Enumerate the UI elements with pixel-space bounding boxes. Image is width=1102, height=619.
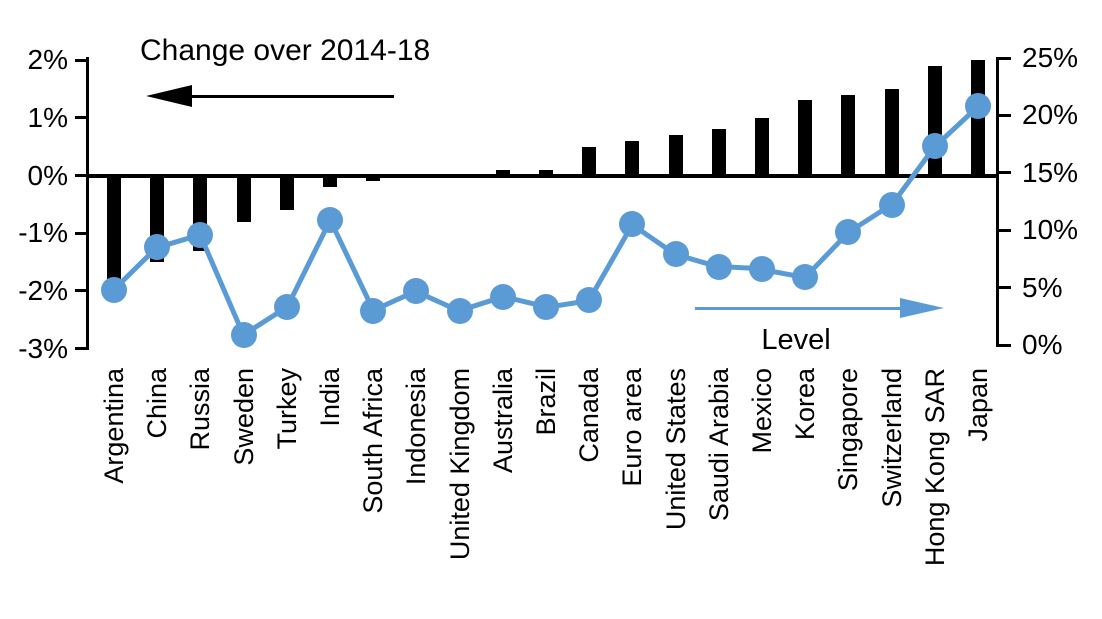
right-axis-tick-label: 5%: [1022, 271, 1063, 303]
bar-korea: [798, 100, 813, 176]
left-axis-line: [86, 57, 89, 350]
right-arrow-icon: [695, 307, 905, 310]
right-axis-tick-label: 15%: [1022, 156, 1079, 188]
x-label-canada: Canada: [574, 368, 605, 463]
x-label-mexico: Mexico: [747, 368, 777, 454]
dot-switzerland: [878, 191, 905, 218]
bar-mexico: [755, 117, 769, 176]
left-axis-tick-label: -3%: [18, 332, 68, 364]
x-label-sweden: Sweden: [228, 368, 259, 466]
dot-australia: [489, 283, 516, 310]
dot-saudi-arabia: [705, 253, 732, 280]
left-axis-tick: [75, 231, 87, 235]
dot-hong-kong-sar: [921, 133, 948, 160]
x-label-singapore: Singapore: [833, 368, 864, 492]
right-axis-tick-label: 10%: [1022, 214, 1079, 246]
right-axis-tick: [999, 113, 1011, 117]
x-label-saudi-arabia: Saudi Arabia: [703, 368, 734, 522]
x-label-united-kingdom: United Kingdom: [444, 368, 475, 561]
right-axis-tick-label: 0%: [1022, 329, 1063, 360]
x-label-china: China: [142, 368, 173, 439]
dot-singapore: [835, 219, 862, 246]
level-line-segment: [198, 233, 246, 336]
dot-korea: [792, 264, 819, 291]
right-series-title: Level: [761, 324, 831, 356]
left-series-title: Change over 2014-18: [140, 34, 431, 67]
left-axis-tick-label: 1%: [27, 101, 68, 133]
bar-south-africa: [366, 175, 381, 182]
right-axis-tick-label: 25%: [1022, 42, 1079, 73]
right-axis-tick: [999, 228, 1011, 232]
x-label-south-africa: South Africa: [358, 368, 389, 514]
x-label-brazil: Brazil: [531, 368, 561, 436]
x-label-japan: Japan: [963, 368, 993, 442]
bar-canada: [582, 146, 597, 176]
left-axis-tick-label: -1%: [18, 217, 68, 249]
dot-sweden: [230, 321, 257, 348]
left-axis-tick: [75, 58, 87, 62]
bar-united-states: [668, 135, 683, 176]
dot-indonesia: [403, 278, 430, 305]
dot-south-africa: [360, 297, 387, 324]
bar-sweden: [236, 175, 251, 222]
bar-hong-kong-sar: [927, 65, 942, 176]
x-label-euro-area: Euro area: [617, 368, 648, 487]
left-arrow-head-icon: [146, 85, 192, 107]
right-axis-tick-label: 20%: [1022, 99, 1079, 131]
x-label-india: India: [315, 368, 345, 427]
bar-euro-area: [625, 140, 640, 176]
x-label-argentina: Argentina: [99, 368, 129, 484]
bar-turkey: [279, 175, 294, 211]
dot-india: [317, 206, 343, 233]
left-axis-tick-label: -2%: [18, 274, 68, 306]
left-axis-tick: [75, 174, 87, 177]
right-axis-tick: [999, 343, 1011, 347]
bar-switzerland: [884, 88, 899, 176]
x-label-russia: Russia: [185, 368, 216, 451]
x-label-switzerland: Switzerland: [876, 368, 907, 508]
left-axis-tick: [75, 347, 87, 351]
right-axis-line: [996, 57, 999, 347]
left-axis-tick: [75, 116, 87, 120]
bar-india: [323, 175, 337, 188]
bar-singapore: [841, 94, 856, 176]
bar-saudi-arabia: [711, 129, 726, 176]
dot-euro-area: [619, 211, 646, 238]
x-label-australia: Australia: [487, 368, 518, 474]
bar-argentina: [107, 175, 121, 280]
left-axis-tick-label: 0%: [27, 159, 68, 191]
dot-canada: [576, 287, 603, 314]
x-label-indonesia: Indonesia: [401, 368, 432, 486]
x-label-turkey: Turkey: [271, 368, 302, 450]
dot-argentina: [101, 276, 127, 303]
dot-united-states: [662, 241, 689, 268]
x-label-hong-kong-sar: Hong Kong SAR: [919, 368, 950, 567]
left-arrow-icon: [186, 95, 394, 98]
dot-mexico: [749, 256, 775, 283]
bar-brazil: [539, 169, 553, 176]
right-axis-tick: [999, 56, 1011, 60]
right-axis-tick: [999, 171, 1011, 175]
right-axis-tick: [999, 286, 1011, 290]
dot-turkey: [273, 294, 300, 321]
x-label-korea: Korea: [790, 368, 821, 441]
bar-australia: [495, 169, 510, 176]
right-arrow-head-icon: [900, 298, 944, 318]
dot-united-kingdom: [446, 297, 473, 324]
dot-brazil: [533, 294, 559, 321]
x-label-united-states: United States: [660, 368, 691, 531]
dot-russia: [187, 221, 214, 248]
dot-china: [144, 234, 171, 261]
dot-japan: [965, 93, 991, 120]
left-axis-tick-label: 2%: [27, 44, 68, 76]
zero-baseline: [88, 173, 997, 178]
left-axis-tick: [75, 289, 87, 293]
